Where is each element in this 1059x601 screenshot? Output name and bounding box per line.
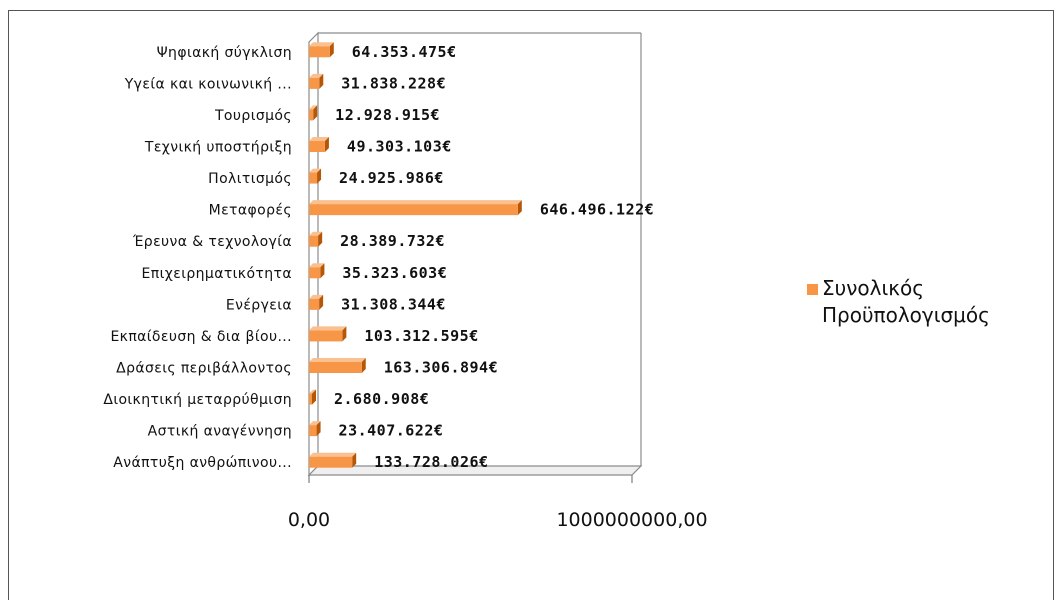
category-label: Δράσεις περιβάλλοντος xyxy=(116,361,292,377)
data-label: 133.728.026€ xyxy=(374,453,488,471)
bar-end xyxy=(517,200,522,216)
data-label: 24.925.986€ xyxy=(339,169,444,187)
category-label: Τουρισμός xyxy=(214,108,292,124)
bar-end xyxy=(352,452,357,468)
bar xyxy=(309,393,312,405)
x-tick-label: 0,00 xyxy=(288,509,330,531)
bar-top xyxy=(309,137,329,141)
category-label: Ανάπτυξη ανθρώπινου... xyxy=(113,455,292,471)
bar-top xyxy=(309,263,325,268)
category-label: Αστική αναγέννηση xyxy=(148,424,292,440)
bar-end xyxy=(342,326,347,342)
bar-top xyxy=(309,294,324,299)
bar-top xyxy=(309,231,323,236)
bar xyxy=(309,298,320,310)
data-label: 35.323.603€ xyxy=(342,264,447,282)
legend-label: Προϋπολογισμός xyxy=(822,303,990,327)
bar xyxy=(309,456,353,468)
bar-top xyxy=(309,168,322,173)
bar-end xyxy=(319,73,324,89)
data-label: 28.389.732€ xyxy=(340,232,445,250)
bar-top xyxy=(309,389,316,394)
data-label: 646.496.122€ xyxy=(540,201,654,219)
bar xyxy=(309,141,325,152)
bar-end xyxy=(319,294,324,310)
category-label: Εκπαίδευση & δια βίου... xyxy=(110,329,292,345)
category-label: Ψηφιακή σύγκλιση xyxy=(157,45,292,61)
bar-top xyxy=(309,452,357,457)
bar-top xyxy=(309,73,324,78)
legend-label: Συνολικός xyxy=(822,276,924,300)
data-label: 2.680.908€ xyxy=(334,390,429,408)
data-label: 23.407.622€ xyxy=(339,422,444,440)
data-label: 64.353.475€ xyxy=(352,43,457,61)
bar-top xyxy=(309,358,366,362)
category-label: Υγεία και κοινωνική ... xyxy=(124,76,292,92)
bar-end xyxy=(313,105,318,121)
bar xyxy=(309,77,320,89)
bar xyxy=(309,109,314,121)
bar-top xyxy=(309,200,522,205)
bar-end xyxy=(329,42,334,58)
bar xyxy=(309,425,317,437)
bar-end xyxy=(324,137,329,152)
bar xyxy=(309,330,343,342)
data-label: 31.838.228€ xyxy=(341,74,446,92)
data-label: 12.928.915€ xyxy=(335,106,440,124)
category-label: Μεταφορές xyxy=(209,203,292,219)
category-label: Διοικητική μεταρρύθμιση xyxy=(103,392,292,408)
bar-end xyxy=(312,389,316,405)
category-label: Ενέργεια xyxy=(226,297,292,313)
bar xyxy=(309,46,330,58)
bar xyxy=(309,362,362,373)
bar xyxy=(309,204,518,216)
bar-end xyxy=(361,358,366,373)
data-label: 163.306.894€ xyxy=(384,359,498,377)
bar-end xyxy=(317,168,322,184)
bar-end xyxy=(316,421,321,437)
bar xyxy=(309,235,319,247)
bar-top xyxy=(309,326,347,331)
bar-end xyxy=(318,231,323,247)
category-label: Έρευνα & τεχνολογία xyxy=(132,234,292,250)
data-label: 31.308.344€ xyxy=(341,295,446,313)
bar xyxy=(309,267,321,279)
plot-side-wall xyxy=(308,31,319,477)
category-label: Τεχνική υποστήριξη xyxy=(144,140,292,156)
data-label: 49.303.103€ xyxy=(347,138,452,156)
bar-top xyxy=(309,421,321,426)
x-tick-label: 1000000000,00 xyxy=(556,509,707,531)
category-label: Επιχειρηματικότητα xyxy=(142,266,292,282)
bar-top xyxy=(309,42,334,47)
category-label: Πολιτισμός xyxy=(208,171,292,187)
bar xyxy=(309,172,318,184)
legend-swatch xyxy=(807,284,818,295)
chart-frame xyxy=(8,10,1054,600)
bar-top xyxy=(309,105,318,110)
data-label: 103.312.595€ xyxy=(364,327,478,345)
bar-end xyxy=(320,263,325,279)
